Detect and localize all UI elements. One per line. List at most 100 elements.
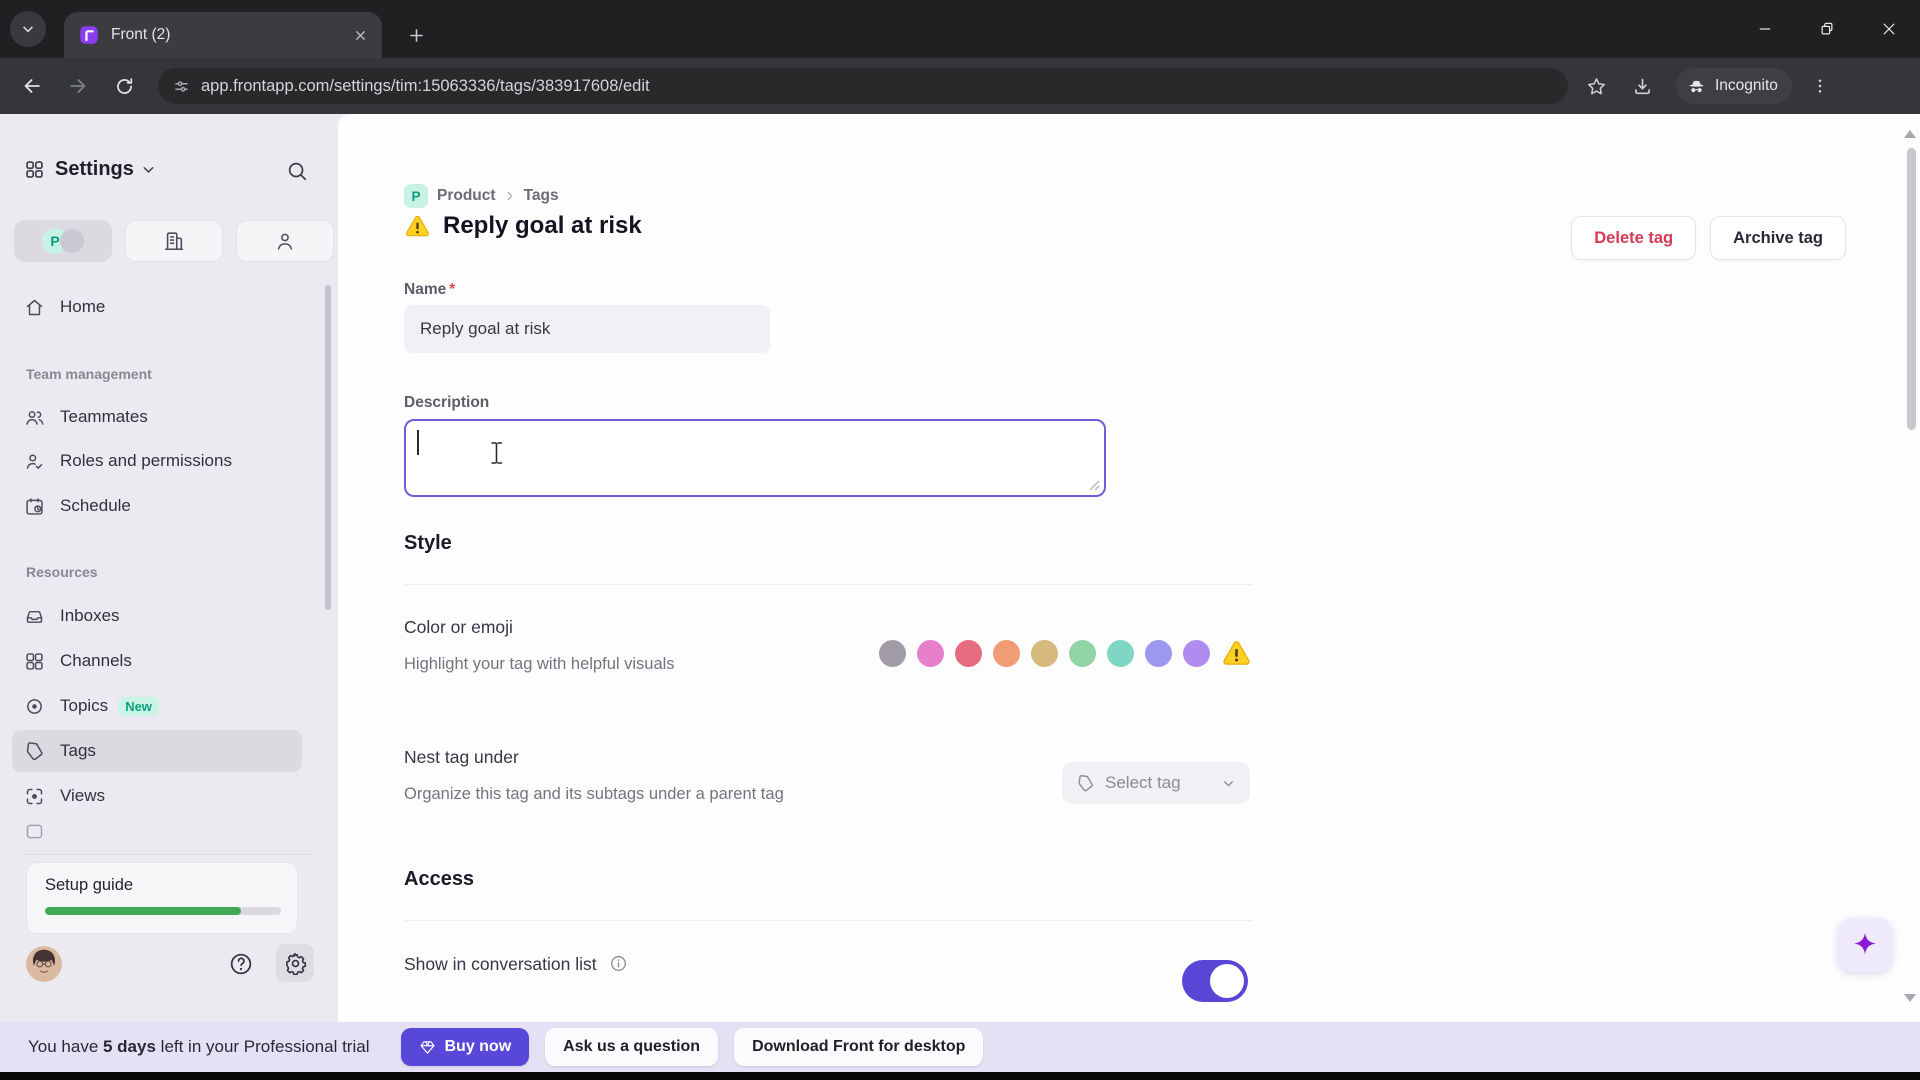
- ai-assistant-button[interactable]: [1838, 918, 1892, 972]
- browser-toolbar: app.frontapp.com/settings/tim:15063336/t…: [0, 58, 1920, 114]
- window-minimize-button[interactable]: [1734, 0, 1796, 58]
- setup-progress-track: [45, 907, 281, 915]
- site-settings-icon: [175, 80, 188, 92]
- trial-suffix: left in your Professional trial: [155, 1037, 370, 1056]
- show-in-list-row: Show in conversation list: [404, 954, 628, 975]
- settings-menu[interactable]: Settings: [24, 158, 157, 181]
- color-swatch[interactable]: [879, 640, 906, 667]
- name-label-text: Name: [404, 281, 447, 298]
- workspace-tab-company[interactable]: [125, 220, 223, 262]
- delete-tag-button[interactable]: Delete tag: [1571, 216, 1697, 260]
- sidebar-item-teammates[interactable]: Teammates: [12, 396, 302, 438]
- reload-icon: [116, 77, 132, 94]
- ask-question-button[interactable]: Ask us a question: [545, 1028, 719, 1066]
- back-arrow-icon: [24, 79, 40, 93]
- downloads-button[interactable]: [1622, 66, 1662, 106]
- download-desktop-button[interactable]: Download Front for desktop: [734, 1028, 984, 1066]
- sidebar-item-channels[interactable]: Topics Channels: [12, 640, 302, 682]
- color-swatch-row: [879, 638, 1252, 669]
- window-restore-button[interactable]: [1796, 0, 1858, 58]
- sidebar-item-label: Home: [60, 297, 106, 316]
- sidebar-item-tags[interactable]: Tags: [12, 730, 302, 772]
- trial-bar: You have 5 days left in your Professiona…: [0, 1022, 1920, 1072]
- scroll-up-arrow[interactable]: [1904, 130, 1916, 138]
- browser-menu-button[interactable]: [1800, 66, 1840, 106]
- home-icon: [26, 299, 43, 315]
- resize-handle-icon[interactable]: [1088, 479, 1100, 491]
- sidebar-item-label: Schedule: [60, 496, 131, 515]
- workspace-tab-personal[interactable]: [236, 220, 334, 262]
- scroll-down-arrow[interactable]: [1904, 994, 1916, 1002]
- description-label: Description: [404, 394, 490, 411]
- color-swatch[interactable]: [1031, 640, 1058, 667]
- nest-tag-subtitle: Organize this tag and its subtags under …: [404, 785, 784, 803]
- workspace-tab-product[interactable]: P: [14, 220, 112, 262]
- channels-grid-icon: [26, 652, 43, 670]
- sidebar-scrollbar[interactable]: [325, 285, 331, 610]
- tab-list-button[interactable]: [10, 11, 46, 47]
- buy-now-button[interactable]: Buy now: [401, 1028, 530, 1066]
- name-input[interactable]: [404, 305, 770, 353]
- style-divider: [404, 584, 1253, 585]
- breadcrumb-page[interactable]: Tags: [523, 187, 559, 204]
- person-icon: [277, 233, 293, 250]
- sidebar-item-inboxes[interactable]: Inboxes: [12, 595, 302, 637]
- plus-icon: [409, 28, 423, 42]
- show-in-list-toggle[interactable]: [1182, 960, 1248, 1002]
- scrollbar-thumb[interactable]: [1907, 148, 1916, 430]
- inbox-icon: [26, 610, 43, 623]
- avatar-image: [26, 946, 62, 982]
- trial-text: You have 5 days left in your Professiona…: [28, 1037, 369, 1057]
- search-icon: [288, 162, 307, 181]
- chevron-right-icon: [503, 189, 517, 203]
- color-emoji-label: Color or emoji: [404, 617, 513, 637]
- select-tag-dropdown[interactable]: Select tag: [1062, 762, 1250, 804]
- forward-button[interactable]: [58, 66, 98, 106]
- address-bar[interactable]: app.frontapp.com/settings/tim:15063336/t…: [158, 68, 1568, 104]
- workspace-badge: P: [404, 184, 428, 208]
- warning-emoji-swatch[interactable]: [1221, 638, 1252, 669]
- color-swatch[interactable]: [993, 640, 1020, 667]
- setup-guide-card[interactable]: Setup guide: [26, 862, 298, 934]
- help-button[interactable]: [228, 951, 254, 977]
- chevron-down-icon: [143, 166, 154, 173]
- sidebar-item-home[interactable]: Home: [12, 286, 302, 328]
- color-swatch[interactable]: [955, 640, 982, 667]
- sidebar-item-topics[interactable]: Topics New: [12, 685, 302, 727]
- info-icon[interactable]: [609, 954, 628, 973]
- sidebar-item-schedule[interactable]: Schedule: [12, 485, 302, 527]
- window-controls: [1734, 0, 1920, 58]
- sidebar-search-button[interactable]: [286, 160, 308, 182]
- front-logo-icon: [80, 26, 98, 44]
- color-swatch[interactable]: [1069, 640, 1096, 667]
- building-icon: [164, 232, 184, 251]
- new-tab-button[interactable]: [398, 17, 434, 53]
- tab-close-icon[interactable]: [353, 28, 368, 43]
- main-scrollbar[interactable]: [1904, 114, 1917, 1022]
- user-avatar[interactable]: [26, 946, 62, 982]
- settings-gear-button[interactable]: [276, 944, 314, 982]
- color-swatches: [879, 640, 1210, 667]
- bookmark-button[interactable]: [1576, 66, 1616, 106]
- archive-tag-button[interactable]: Archive tag: [1710, 216, 1846, 260]
- color-swatch[interactable]: [1107, 640, 1134, 667]
- sidebar-footer: [0, 944, 338, 1004]
- sidebar-item-partial[interactable]: [12, 818, 302, 844]
- description-textarea[interactable]: [404, 419, 1106, 497]
- tag-edit-panel: P Product Tags Reply goal at risk Delete…: [338, 114, 1920, 1022]
- header-actions: Delete tag Archive tag: [1571, 216, 1846, 260]
- ibeam-cursor: [491, 442, 503, 464]
- window-close-button[interactable]: [1858, 0, 1920, 58]
- reload-button[interactable]: [104, 66, 144, 106]
- star-icon: [1587, 77, 1605, 94]
- browser-tab[interactable]: Front (2): [64, 12, 382, 58]
- back-button[interactable]: [12, 66, 52, 106]
- breadcrumb-workspace[interactable]: Product: [437, 187, 496, 204]
- breadcrumb: P Product Tags: [404, 184, 559, 208]
- color-swatch[interactable]: [917, 640, 944, 667]
- color-swatch[interactable]: [1145, 640, 1172, 667]
- color-swatch[interactable]: [1183, 640, 1210, 667]
- sidebar-item-views[interactable]: Views: [12, 775, 302, 817]
- person-check-icon: [26, 453, 43, 469]
- sidebar-item-roles[interactable]: Roles and permissions: [12, 440, 302, 482]
